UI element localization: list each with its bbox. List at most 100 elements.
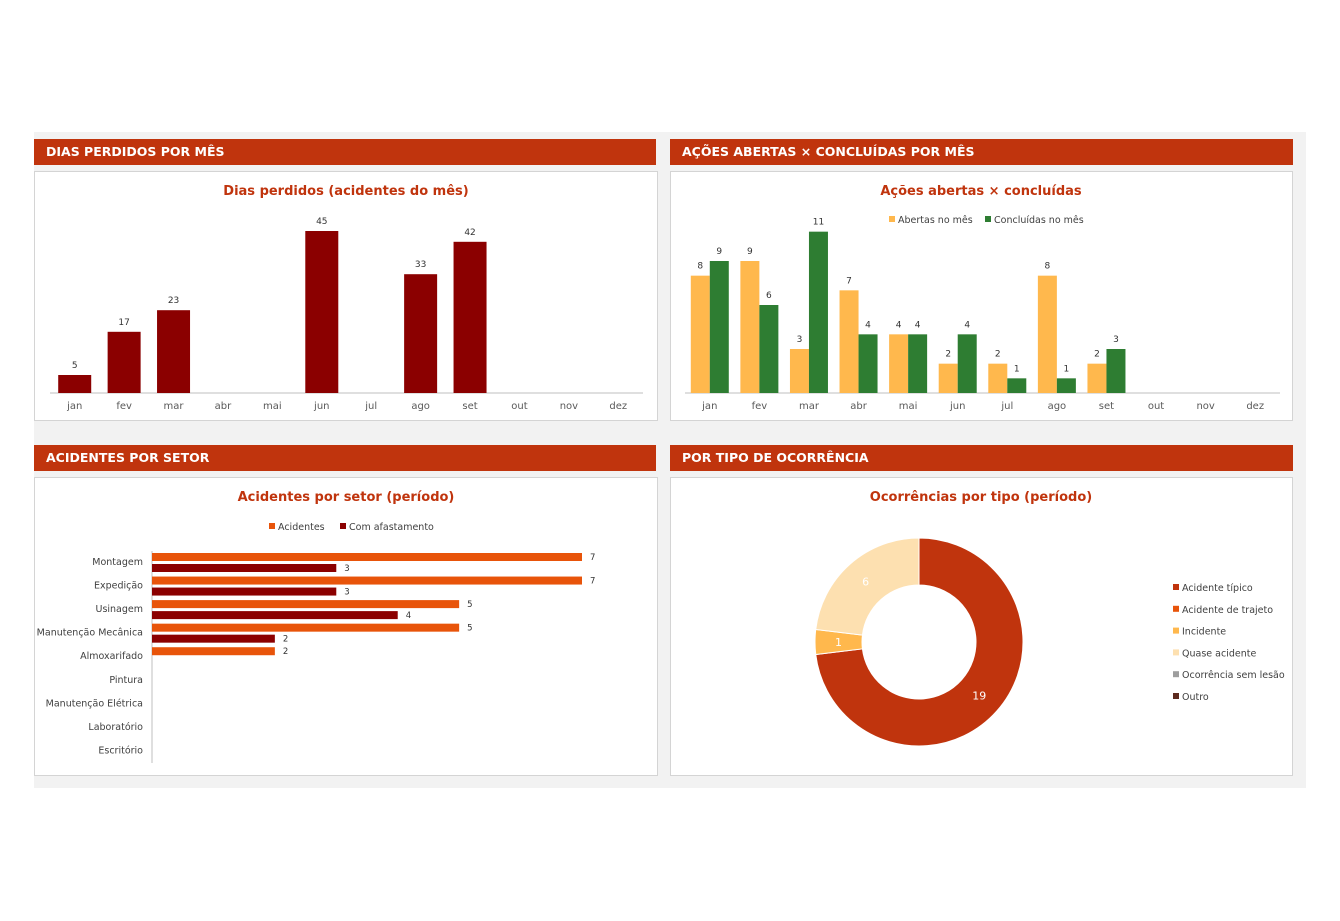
y-tick-label: Almoxarifado [80, 651, 143, 662]
legend-label: Acidentes [278, 522, 325, 533]
bar [453, 241, 487, 393]
legend-swatch [1173, 671, 1179, 678]
legend-swatch [1173, 693, 1179, 699]
y-tick-label: Manutenção Elétrica [46, 698, 143, 709]
bar [152, 634, 275, 643]
bar [1087, 363, 1107, 393]
legend-swatch [985, 216, 991, 222]
bar [740, 261, 760, 393]
x-tick-label: out [1148, 401, 1164, 412]
data-label: 19 [972, 689, 986, 702]
data-label: 45 [316, 217, 327, 227]
data-label: 7 [590, 577, 595, 587]
legend-label: Quase acidente [1182, 648, 1256, 659]
x-tick-label: set [462, 401, 477, 412]
data-label: 2 [945, 350, 951, 360]
x-tick-label: mai [899, 401, 918, 412]
data-label: 7 [590, 553, 595, 563]
donut-slice [815, 537, 920, 636]
x-tick-label: mar [164, 401, 185, 412]
bar [908, 334, 928, 393]
y-tick-label: Expedição [94, 581, 143, 592]
panel-acoes: Ações abertas × concluídas Abertas no mês… [670, 171, 1293, 421]
header-dias-perdidos: DIAS PERDIDOS POR MÊS [34, 139, 656, 165]
x-tick-label: mai [263, 401, 282, 412]
y-tick-label: Escritório [98, 745, 143, 756]
data-label: 1 [1064, 364, 1070, 374]
chart-acoes: Ações abertas × concluídas Abertas no mês… [685, 184, 1280, 412]
x-tick-label: abr [215, 401, 232, 412]
x-tick-label: out [511, 401, 527, 412]
chart-dias-perdidos: Dias perdidos (acidentes do mês) jan 5 fev 1… [50, 184, 643, 412]
legend-label: Ocorrência sem lesão [1182, 670, 1285, 681]
legend-label: Concluídas no mês [994, 215, 1084, 226]
bar [759, 305, 779, 393]
x-tick-label: nov [1196, 401, 1214, 412]
bar [152, 647, 275, 656]
bar [1056, 378, 1076, 393]
legend-swatch [1173, 584, 1179, 590]
bar [152, 576, 582, 585]
data-label: 33 [415, 260, 426, 270]
bar [957, 334, 977, 393]
data-label: 2 [283, 635, 288, 645]
x-tick-label: jan [701, 401, 717, 412]
data-label: 3 [797, 335, 803, 345]
chart-tipo-ocorrencia: Ocorrências por tipo (período) 19 1 6 Aciden… [814, 490, 1285, 747]
data-label: 42 [464, 228, 475, 238]
bar [1037, 275, 1057, 393]
bar [152, 611, 398, 620]
chart-title: Acidentes por setor (período) [238, 490, 455, 505]
data-label: 11 [813, 218, 824, 228]
data-label: 5 [467, 600, 472, 610]
bar [1007, 378, 1027, 393]
bar [107, 331, 141, 393]
legend-label: Abertas no mês [898, 215, 973, 226]
chart-title: Ocorrências por tipo (período) [870, 490, 1092, 505]
x-tick-label: nov [560, 401, 578, 412]
data-label: 17 [118, 318, 129, 328]
panel-dias-perdidos: Dias perdidos (acidentes do mês) jan 5 fev 1… [34, 171, 658, 421]
x-tick-label: mar [799, 401, 820, 412]
data-label: 4 [865, 320, 871, 330]
data-label: 4 [915, 320, 921, 330]
y-tick-label: Pintura [109, 675, 143, 686]
bar [690, 275, 710, 393]
legend-label: Incidente [1182, 627, 1226, 638]
data-label: 5 [72, 361, 78, 371]
x-tick-label: ago [411, 401, 430, 412]
x-tick-label: dez [1246, 401, 1264, 412]
legend-label: Acidente típico [1182, 583, 1253, 594]
legend-label: Outro [1182, 692, 1209, 703]
data-label: 9 [716, 247, 722, 257]
data-label: 1 [835, 636, 842, 649]
y-tick-label: Manutenção Mecânica [37, 628, 143, 639]
x-tick-label: jul [1000, 401, 1013, 412]
header-acoes: AÇÕES ABERTAS × CONCLUÍDAS POR MÊS [670, 139, 1293, 165]
bar [305, 231, 339, 393]
panel-acidentes-setor: Acidentes por setor (período) Acidentes Co… [34, 477, 658, 776]
data-label: 8 [1045, 262, 1051, 272]
data-label: 3 [344, 564, 349, 574]
bar [988, 363, 1008, 393]
donut-slice [815, 537, 1024, 747]
y-tick-label: Laboratório [88, 722, 143, 733]
x-tick-label: jun [949, 401, 965, 412]
bar [938, 363, 958, 393]
legend-swatch [1173, 627, 1179, 634]
bar [404, 274, 438, 393]
bar [789, 349, 809, 393]
data-label: 23 [168, 296, 179, 306]
legend-swatch [1173, 605, 1179, 612]
legend-label: Acidente de trajeto [1182, 605, 1273, 616]
bar [709, 261, 729, 393]
data-label: 4 [406, 611, 411, 621]
data-label: 4 [896, 320, 902, 330]
data-label: 2 [995, 350, 1001, 360]
bar [1106, 349, 1126, 393]
bar [152, 623, 460, 632]
legend-swatch [1173, 649, 1179, 656]
x-tick-label: abr [850, 401, 867, 412]
chart-title: Dias perdidos (acidentes do mês) [223, 184, 468, 199]
legend-swatch [340, 523, 346, 529]
